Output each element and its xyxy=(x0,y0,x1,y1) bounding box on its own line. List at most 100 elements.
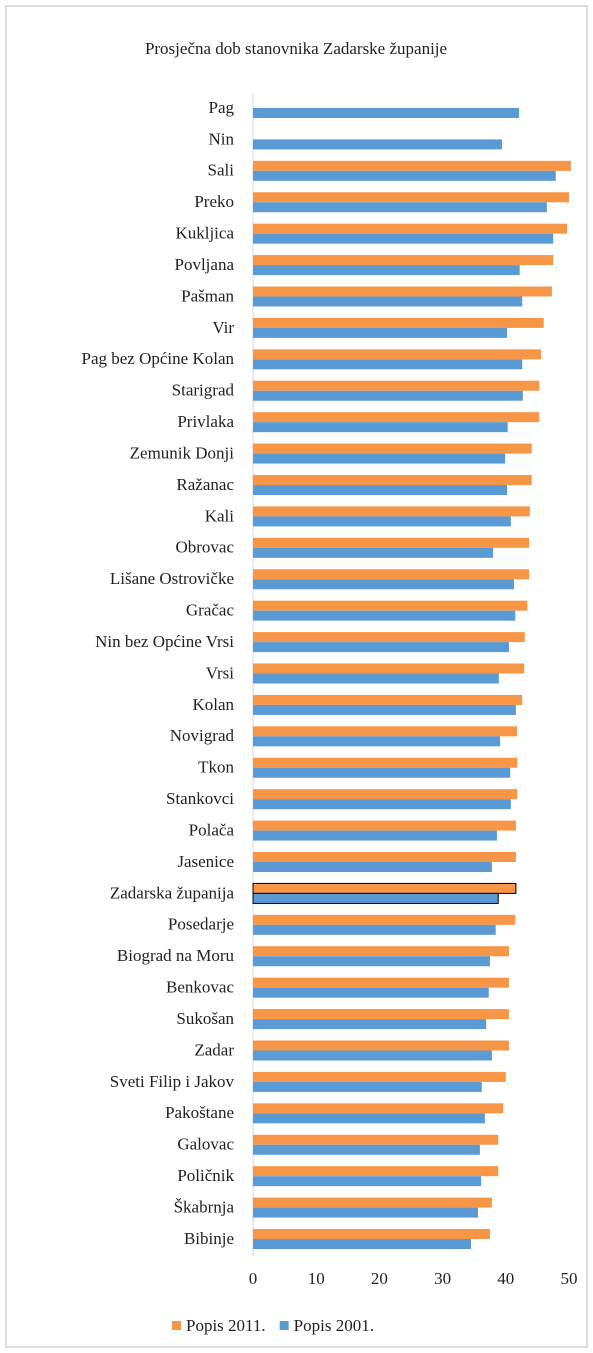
bar xyxy=(253,1113,485,1124)
bar xyxy=(253,485,508,495)
bar xyxy=(253,359,523,370)
y-tick-label: Novigrad xyxy=(170,726,235,745)
bar xyxy=(253,914,516,925)
y-tick-label: Zadar xyxy=(194,1040,234,1059)
bar xyxy=(253,192,569,203)
bar xyxy=(253,547,494,558)
bar xyxy=(253,160,571,171)
y-tick-label: Sali xyxy=(208,161,235,180)
bar xyxy=(253,296,523,307)
bar xyxy=(253,1071,506,1082)
bar xyxy=(253,1176,482,1187)
bar xyxy=(253,1134,499,1145)
bar xyxy=(253,673,499,684)
y-tick-label: Nin xyxy=(209,129,235,148)
bar xyxy=(253,1040,509,1051)
y-tick-label: Pag bez Općine Kolan xyxy=(82,349,235,368)
bar xyxy=(253,977,509,988)
legend-swatch xyxy=(279,1321,289,1330)
y-tick-label: Pakoštane xyxy=(165,1103,234,1122)
bar xyxy=(253,1050,492,1061)
bar xyxy=(253,757,518,768)
bar xyxy=(253,924,496,935)
y-tick-label: Zemunik Donji xyxy=(130,443,235,462)
bar xyxy=(253,1009,509,1020)
bar xyxy=(253,506,530,517)
y-tick-label: Benkovac xyxy=(166,978,234,997)
bar xyxy=(253,694,523,705)
x-tick-label: 10 xyxy=(308,1269,325,1288)
y-tick-label: Povljana xyxy=(175,255,235,274)
y-tick-label: Poličnik xyxy=(177,1166,234,1185)
y-tick-label: Pašman xyxy=(181,286,234,305)
chart-title: Prosječna dob stanovnika Zadarske župani… xyxy=(145,39,447,58)
bar xyxy=(253,956,490,967)
bar xyxy=(253,349,542,360)
bar xyxy=(253,852,516,862)
bar xyxy=(253,233,554,244)
y-tick-label: Stankovci xyxy=(166,789,234,808)
x-tick-label: 40 xyxy=(497,1269,514,1288)
bar xyxy=(253,317,544,328)
y-tick-label: Jasenice xyxy=(177,852,234,871)
bar xyxy=(253,642,509,653)
x-tick-label: 20 xyxy=(371,1269,388,1288)
bar xyxy=(253,704,516,715)
bar xyxy=(253,443,532,454)
bar xyxy=(253,1197,492,1208)
legend-swatch xyxy=(172,1321,181,1330)
y-tick-label: Zadarska županija xyxy=(110,883,235,902)
y-tick-label: Privlaka xyxy=(177,412,234,431)
y-tick-label: Nin bez Općine Vrsi xyxy=(95,632,234,651)
bar xyxy=(253,830,497,841)
y-tick-label: Starigrad xyxy=(172,381,235,400)
bar xyxy=(253,1166,499,1177)
bar xyxy=(253,1144,480,1155)
bar xyxy=(253,453,506,464)
bar xyxy=(253,663,525,674)
bar xyxy=(253,170,556,181)
y-tick-label: Kolan xyxy=(192,695,234,714)
bar xyxy=(253,108,520,118)
bar xyxy=(253,202,547,213)
bar xyxy=(253,327,508,338)
y-tick-label: Lišane Ostrovičke xyxy=(110,569,234,588)
bar xyxy=(253,579,515,590)
bar xyxy=(253,946,509,957)
bar xyxy=(253,799,511,810)
bar xyxy=(253,1019,487,1030)
bar xyxy=(253,537,530,548)
bar xyxy=(253,1081,482,1092)
legend-label: Popis 2001. xyxy=(294,1316,374,1335)
bar xyxy=(253,1207,478,1218)
bar xyxy=(253,862,492,872)
bar xyxy=(253,475,532,485)
bar xyxy=(253,516,511,527)
y-tick-label: Bibinje xyxy=(184,1229,234,1248)
y-tick-label: Biograd na Moru xyxy=(117,946,235,965)
bar xyxy=(253,422,508,433)
bar xyxy=(253,767,511,778)
y-tick-label: Posedarje xyxy=(168,915,234,934)
y-tick-label: Galovac xyxy=(177,1135,234,1154)
y-tick-label: Škabrnja xyxy=(174,1197,235,1216)
bar xyxy=(253,736,501,747)
y-tick-label: Kali xyxy=(205,506,235,525)
y-tick-label: Pag xyxy=(209,98,235,117)
bar xyxy=(253,1103,504,1114)
y-tick-label: Polača xyxy=(189,820,235,839)
x-tick-label: 50 xyxy=(561,1269,578,1288)
bar xyxy=(253,255,554,266)
y-tick-label: Kukljica xyxy=(175,224,234,243)
bar xyxy=(253,789,518,800)
bar xyxy=(253,223,568,234)
y-tick-label: Sukošan xyxy=(176,1009,234,1028)
y-tick-label: Obrovac xyxy=(175,538,234,557)
y-tick-label: Vrsi xyxy=(206,663,235,682)
y-tick-label: Ražanac xyxy=(176,475,234,494)
x-tick-label: 30 xyxy=(434,1269,451,1288)
bar xyxy=(253,600,528,611)
y-tick-label: Gračac xyxy=(186,601,235,620)
bar xyxy=(253,286,552,297)
